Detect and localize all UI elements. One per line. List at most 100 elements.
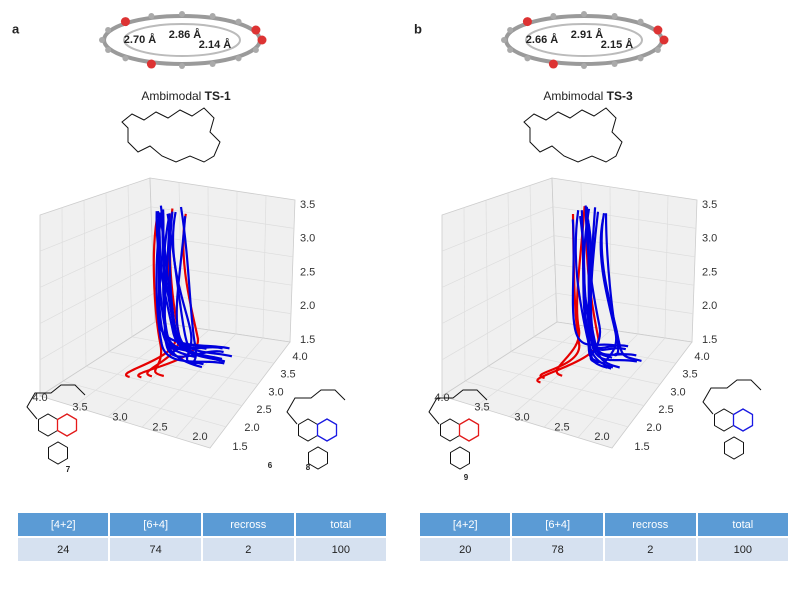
grid-line [39, 235, 153, 288]
table-cell: 20 [420, 538, 511, 561]
z-tick-label: 3.5 [300, 199, 315, 211]
grid-line [151, 235, 294, 258]
atom [179, 11, 185, 17]
product-structure-chain [702, 379, 762, 415]
compound-label: 6 [268, 461, 273, 470]
panel-label: b [414, 21, 422, 36]
y-tick-label: 3.0 [670, 386, 685, 398]
grid-line [441, 264, 556, 324]
x-tick-label: 4.0 [32, 392, 47, 404]
y-tick-label: 4.0 [292, 351, 307, 363]
ts-name: TS-1 [205, 89, 231, 103]
compound-label: 9 [464, 473, 469, 482]
atom [550, 12, 557, 19]
trajectory-blue [574, 210, 614, 369]
table-cell: 24 [18, 538, 109, 561]
atom [148, 12, 155, 19]
atom [146, 59, 156, 69]
y-tick-label: 2.0 [244, 422, 259, 434]
atom [581, 63, 587, 69]
atom [637, 18, 644, 25]
grid-line [108, 351, 259, 385]
grid-line [577, 337, 666, 438]
distance-label: 2.70 Å [124, 33, 156, 46]
y-tick-label: 3.5 [280, 369, 295, 381]
atom [654, 46, 661, 53]
ts-name: TS-3 [607, 89, 633, 103]
floor [39, 321, 291, 449]
table-header: [6+4] [110, 513, 201, 536]
grid-line [207, 186, 210, 331]
trajectory-red [536, 215, 600, 384]
distance-label: 2.66 Å [526, 33, 558, 46]
ts-caption: Ambimodal TS-3 [543, 89, 633, 103]
grid-line [39, 292, 155, 361]
product-structure-accent [732, 408, 754, 432]
atom [653, 25, 663, 35]
table-header: total [295, 513, 386, 536]
product-structure-chain [428, 389, 488, 425]
table-cell: 100 [697, 538, 788, 561]
atom [611, 12, 618, 19]
grid-line [39, 264, 154, 324]
trajectory-blue [599, 218, 618, 370]
atom [122, 55, 129, 62]
grid-line [441, 292, 557, 361]
grid-line [127, 185, 133, 337]
atom [501, 37, 507, 43]
z-tick-label: 3.0 [702, 233, 717, 245]
grid-line [85, 366, 243, 406]
atom [235, 55, 242, 62]
table-cell: 78 [512, 538, 603, 561]
grid-line [441, 235, 555, 288]
table-header: [4+2] [420, 513, 511, 536]
x-tick-label: 3.5 [474, 402, 489, 414]
z-tick-label: 2.5 [702, 266, 717, 278]
trajectory-blue [580, 210, 604, 365]
panel-label: a [12, 21, 20, 36]
product-structure-chain [286, 389, 346, 425]
grid-line [150, 206, 295, 229]
trajectory-blue [155, 210, 225, 365]
table-cell: 100 [295, 538, 386, 561]
grid-line [105, 192, 110, 352]
table-header: recross [202, 513, 294, 536]
x-tick-label: 3.5 [72, 402, 87, 414]
table-cell: 2 [202, 538, 294, 561]
table-header: total [697, 513, 788, 536]
atom [637, 55, 644, 62]
y-tick-label: 3.0 [268, 386, 283, 398]
product-structure-accent [458, 418, 480, 442]
reactant-structure [523, 107, 623, 163]
x-tick-label: 2.0 [594, 431, 609, 443]
atom [611, 61, 618, 68]
z-tick-label: 3.0 [300, 233, 315, 245]
grid-line [62, 380, 227, 428]
ts-ring-inner [525, 23, 643, 57]
z-tick-label: 2.0 [702, 300, 717, 312]
y-tick-label: 3.5 [682, 369, 697, 381]
atom [105, 27, 112, 34]
x-tick-label: 1.5 [634, 441, 649, 453]
atom [209, 61, 216, 68]
x-tick-label: 1.5 [232, 441, 247, 453]
z-tick-label: 1.5 [702, 334, 717, 346]
grid-line [262, 195, 267, 339]
grid-line [131, 336, 275, 364]
atom [105, 46, 112, 53]
grid-line [529, 185, 535, 337]
grid-line [464, 380, 629, 428]
grid-line [510, 351, 661, 385]
caption-text: Ambimodal [141, 89, 204, 103]
atom [659, 35, 669, 45]
atom [581, 11, 587, 17]
caption-text: Ambimodal [543, 89, 606, 103]
z-tick-label: 2.0 [300, 300, 315, 312]
table-header: recross [604, 513, 696, 536]
y-tick-label: 4.0 [694, 351, 709, 363]
distance-label: 2.91 Å [571, 28, 603, 41]
x-tick-label: 3.0 [514, 412, 529, 424]
table-cell: 74 [110, 538, 201, 561]
atom [99, 37, 105, 43]
